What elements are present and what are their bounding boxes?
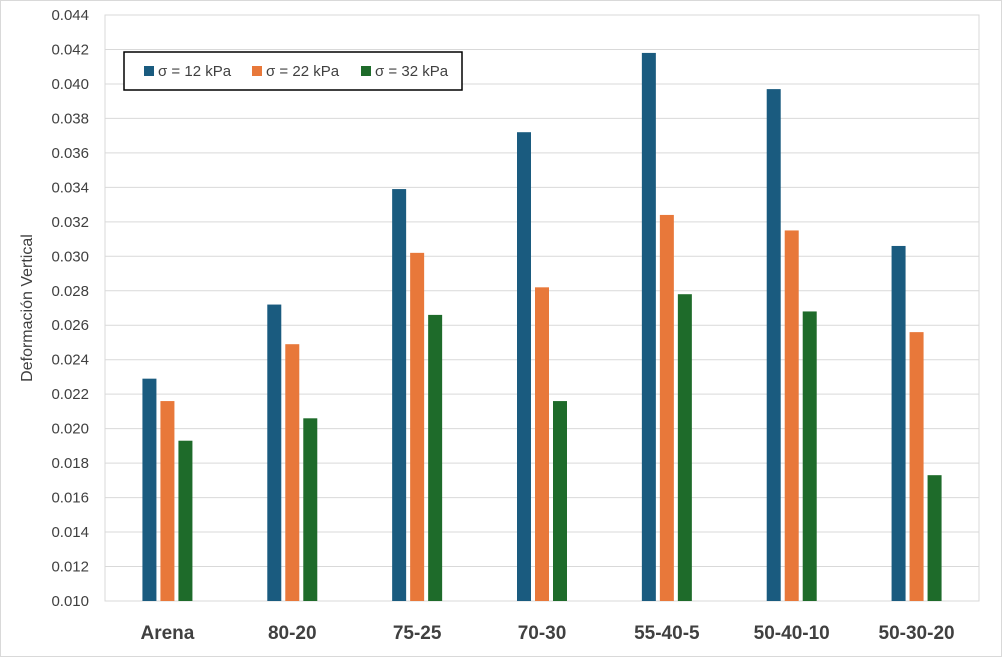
x-category-label: Arena (140, 623, 194, 644)
bar (178, 440, 193, 601)
legend-label: σ = 32 kPa (375, 63, 449, 80)
x-axis-category-labels: Arena 80-20 75-25 70-30 55-40-5 50-40-10 50-30… (140, 623, 954, 644)
bar (659, 214, 674, 601)
bar (160, 401, 175, 601)
y-tick-label: 0.034 (51, 179, 89, 196)
legend-label: σ = 12 kPa (158, 63, 232, 80)
y-tick-label: 0.030 (51, 248, 89, 265)
y-tick-label: 0.018 (51, 455, 89, 472)
gridlines (104, 14, 980, 602)
y-tick-label: 0.036 (51, 145, 89, 162)
bar (535, 287, 549, 601)
legend: σ = 12 kPa σ = 22 kPa σ = 32 kPa (123, 51, 463, 91)
legend-swatch (252, 66, 262, 76)
bar (142, 378, 157, 601)
bar (392, 189, 407, 601)
bar (517, 132, 531, 601)
y-tick-label: 0.026 (51, 317, 89, 334)
y-tick-label: 0.028 (51, 283, 89, 300)
bar (553, 401, 567, 601)
y-axis-title: Deformación Vertical (19, 234, 36, 382)
bar (927, 475, 942, 601)
bar (641, 52, 656, 601)
legend-label: σ = 22 kPa (266, 63, 340, 80)
bar (891, 245, 906, 601)
y-axis-tick-labels: 0.010 0.012 0.014 0.016 0.018 0.020 0.022 0.024… (51, 7, 89, 610)
y-tick-label: 0.022 (51, 386, 89, 403)
y-tick-label: 0.032 (51, 214, 89, 231)
y-tick-label: 0.020 (51, 421, 89, 438)
x-category-label: 70-30 (518, 623, 567, 644)
x-category-label: 80-20 (268, 623, 317, 644)
y-tick-label: 0.014 (51, 524, 89, 541)
bar (677, 294, 692, 601)
bar (784, 230, 799, 602)
bar (909, 332, 924, 601)
legend-box (123, 51, 463, 91)
bars (142, 52, 942, 602)
x-category-label: 75-25 (393, 623, 442, 644)
bar (766, 89, 781, 602)
bar (285, 344, 300, 601)
x-category-label: 50-40-10 (754, 623, 830, 644)
y-tick-label: 0.016 (51, 490, 89, 507)
y-tick-label: 0.038 (51, 110, 89, 127)
x-category-label: 55-40-5 (634, 623, 700, 644)
bar (428, 314, 443, 601)
legend-swatch (144, 66, 154, 76)
y-tick-label: 0.040 (51, 76, 89, 93)
y-tick-label: 0.044 (51, 7, 89, 24)
bar (802, 311, 817, 601)
bar (303, 418, 318, 601)
x-category-label: 50-30-20 (879, 623, 955, 644)
bar (410, 252, 425, 602)
y-tick-label: 0.010 (51, 593, 89, 610)
bar (267, 304, 282, 601)
y-tick-label: 0.042 (51, 41, 89, 58)
y-tick-label: 0.012 (51, 559, 89, 576)
y-tick-label: 0.024 (51, 352, 89, 369)
legend-swatch (361, 66, 371, 76)
